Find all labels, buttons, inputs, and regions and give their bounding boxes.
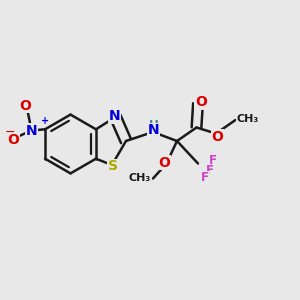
Text: CH₃: CH₃ (236, 113, 259, 124)
Text: N: N (109, 109, 121, 123)
Text: O: O (20, 99, 32, 112)
Text: F: F (208, 154, 217, 167)
Text: N: N (26, 124, 37, 137)
Text: O: O (195, 95, 207, 109)
Text: F: F (201, 171, 209, 184)
Text: S: S (108, 159, 118, 173)
Text: O: O (158, 156, 170, 170)
Text: H: H (149, 119, 158, 132)
Text: +: + (40, 116, 49, 127)
Text: O: O (7, 133, 19, 146)
Text: CH₃: CH₃ (128, 173, 151, 183)
Text: O: O (211, 130, 223, 144)
Text: −: − (5, 126, 15, 139)
Text: N: N (148, 123, 159, 137)
Text: F: F (206, 164, 214, 178)
